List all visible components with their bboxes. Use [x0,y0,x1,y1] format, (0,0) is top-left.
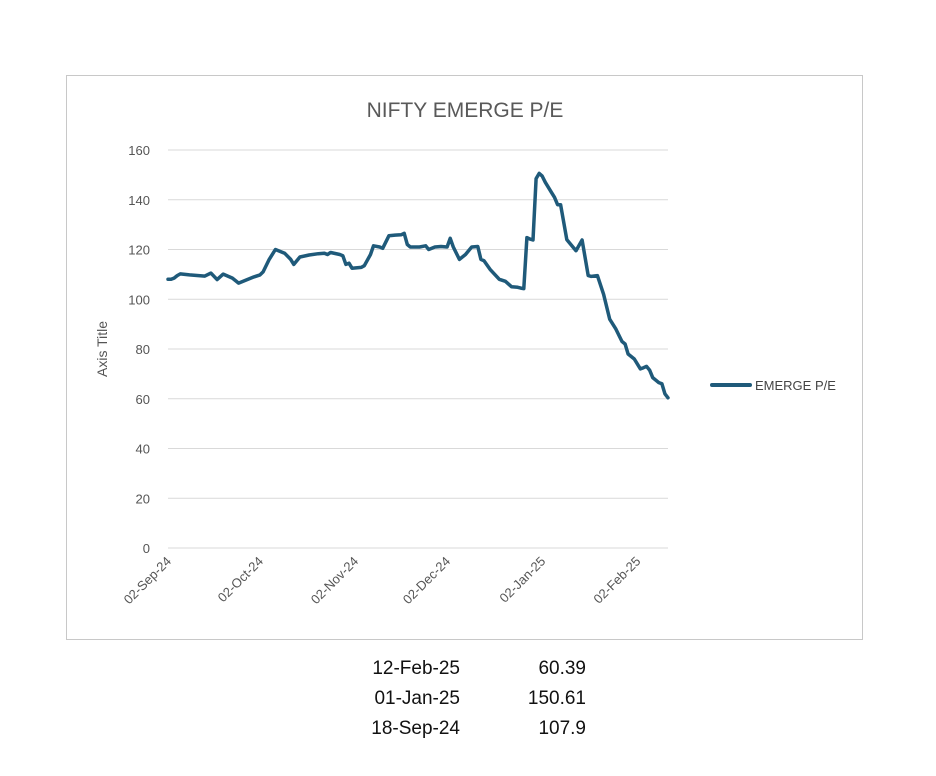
x-tick-label: 02-Jan-25 [496,554,548,606]
x-tick-labels: 02-Sep-24 02-Oct-24 02-Nov-24 02-Dec-24 02-J… [121,554,644,608]
note-date: 01-Jan-25 [374,688,460,709]
y-tick-label: 140 [128,193,150,208]
value-notes: 12-Feb-25 60.39 01-Jan-25 150.61 18-Sep-… [330,654,610,744]
line-chart: NIFTY EMERGE P/E 0 20 40 60 80 100 120 140 160 0… [94,99,836,608]
y-tick-label: 120 [128,243,150,258]
y-tick-label: 160 [128,143,150,158]
x-tick-label: 02-Dec-24 [400,554,454,608]
y-tick-label: 20 [136,491,150,506]
x-tick-label: 02-Feb-25 [590,554,643,607]
y-tick-label: 60 [136,392,150,407]
note-row: 12-Feb-25 60.39 [330,654,610,684]
x-tick-label: 02-Oct-24 [215,554,266,605]
y-tick-label: 100 [128,292,150,307]
note-value: 107.9 [538,718,586,739]
chart-area: NIFTY EMERGE P/E 0 20 40 60 80 100 120 140 160 0… [66,75,863,640]
note-row: 01-Jan-25 150.61 [330,684,610,714]
note-date: 18-Sep-24 [371,718,460,739]
x-tick-label: 02-Nov-24 [308,554,362,608]
legend: EMERGE P/E [710,378,836,393]
note-value: 150.61 [527,688,586,709]
note-value: 60.39 [538,658,586,679]
y-tick-labels: 0 20 40 60 80 100 120 140 160 [128,143,150,556]
x-tick-label: 02-Sep-24 [121,554,175,608]
chart-title: NIFTY EMERGE P/E [367,99,564,122]
y-tick-label: 0 [143,541,150,556]
y-tick-label: 40 [136,442,150,457]
y-tick-label: 80 [136,342,150,357]
series-group [166,171,670,400]
note-row: 18-Sep-24 107.9 [330,714,610,744]
legend-entry: EMERGE P/E [755,378,836,393]
gridlines [168,149,668,549]
series-line-emerge-pe [166,171,670,400]
note-date: 12-Feb-25 [372,658,460,679]
y-axis-title: Axis Title [94,321,110,377]
